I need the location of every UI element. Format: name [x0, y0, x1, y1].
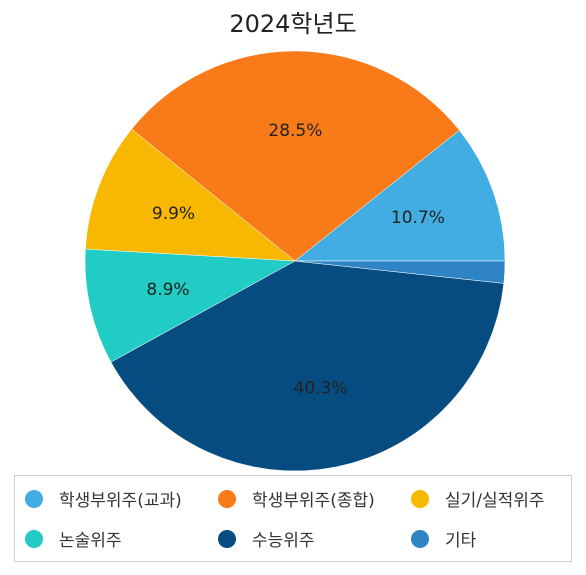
- legend-label: 기타: [445, 531, 477, 551]
- pie-slice-labels: 10.7% 28.5% 9.9% 8.9% 40.3%: [146, 121, 445, 399]
- legend-swatch: [218, 529, 236, 548]
- slice-value-label: 28.5%: [268, 121, 322, 141]
- legend-label: 학생부위주(종합): [252, 491, 375, 511]
- pie-slice: [84, 248, 296, 363]
- slice-value-label: 9.9%: [152, 204, 195, 224]
- pie-slice: [131, 50, 460, 262]
- legend-swatch: [25, 489, 43, 508]
- legend-swatch: [411, 529, 429, 548]
- legend-label: 학생부위주(교과): [59, 491, 182, 511]
- legend-item: 실기/실적위주: [411, 486, 545, 511]
- legend-item: 학생부위주(종합): [218, 486, 375, 511]
- legend-item: 논술위주: [25, 526, 122, 551]
- legend-swatch: [218, 489, 236, 508]
- pie-slice: [294, 260, 506, 284]
- slice-value-label: 10.7%: [391, 208, 445, 228]
- legend-swatch: [411, 489, 429, 508]
- legend-swatch: [25, 529, 43, 548]
- pie-slice: [85, 128, 296, 262]
- legend-label: 논술위주: [59, 531, 122, 551]
- legend-item: 학생부위주(교과): [25, 486, 182, 511]
- pie-slices: [84, 50, 506, 472]
- slice-value-label: 40.3%: [294, 379, 348, 399]
- legend-item: 기타: [411, 526, 476, 551]
- pie-slice: [294, 129, 506, 262]
- slice-value-label: 8.9%: [146, 280, 189, 300]
- pie-slice: [110, 260, 505, 472]
- legend-item: 수능위주: [218, 526, 315, 551]
- pie-chart: 10.7% 28.5% 9.9% 8.9% 40.3%: [84, 50, 506, 472]
- chart-title: 2024학년도: [229, 10, 357, 38]
- legend-label: 실기/실적위주: [445, 491, 545, 511]
- legend-label: 수능위주: [252, 531, 315, 551]
